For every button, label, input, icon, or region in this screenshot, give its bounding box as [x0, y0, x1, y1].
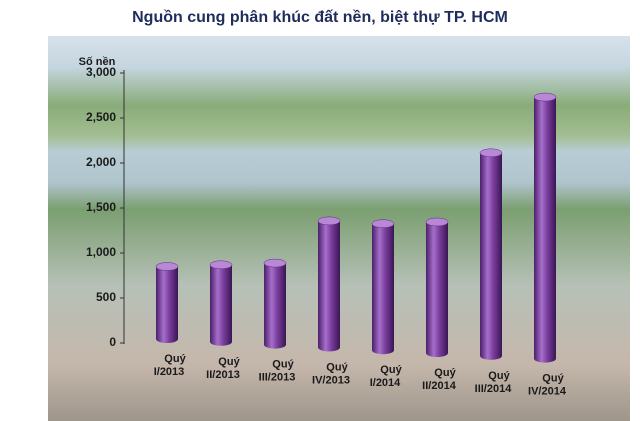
bar — [263, 258, 287, 349]
x-tick-label: Quý I/2014 — [370, 364, 403, 389]
bar-body — [156, 266, 178, 343]
bar-top — [263, 258, 287, 268]
x-tick-label: Quý II/2014 — [422, 367, 457, 392]
x-tick-label: Quý III/2014 — [475, 370, 513, 395]
bar-top — [317, 216, 341, 226]
x-tick-label: Quý IV/2013 — [312, 361, 350, 386]
y-tick-label: 1,500 — [86, 200, 116, 214]
bar-top — [155, 262, 179, 271]
bar-top — [425, 217, 449, 227]
x-tick-label: Quý II/2013 — [206, 356, 240, 381]
x-tick-label: Quý IV/2014 — [528, 373, 567, 398]
y-tick-label: 3,000 — [86, 65, 116, 79]
y-tick-label: 1,000 — [86, 245, 116, 259]
y-tick-label: 2,000 — [86, 155, 116, 169]
bar-body — [534, 97, 556, 363]
chart-title: Nguồn cung phân khúc đất nền, biệt thự T… — [132, 9, 508, 26]
bar — [155, 262, 179, 343]
y-tick-label: 2,500 — [86, 110, 116, 124]
bar — [371, 219, 395, 355]
bar-top — [371, 219, 395, 228]
bar-body — [372, 223, 394, 355]
bar-top — [533, 92, 557, 102]
y-tick-label: 0 — [109, 335, 116, 349]
bar-top — [209, 260, 233, 270]
y-tick-label: 500 — [96, 290, 116, 304]
bar — [317, 216, 341, 352]
bar-body — [426, 222, 448, 357]
bar — [533, 92, 557, 363]
bar — [425, 217, 449, 357]
bar — [479, 148, 503, 360]
bar-body — [318, 220, 340, 352]
x-tick-label: Quý III/2013 — [259, 359, 296, 384]
bar-top — [479, 148, 503, 158]
bar-body — [264, 263, 286, 349]
x-tick-label: Quý I/2013 — [154, 353, 187, 378]
bar — [209, 260, 233, 346]
bar-body — [480, 152, 502, 360]
bar-body — [210, 264, 232, 346]
y-axis-label: Số nền — [79, 56, 116, 68]
